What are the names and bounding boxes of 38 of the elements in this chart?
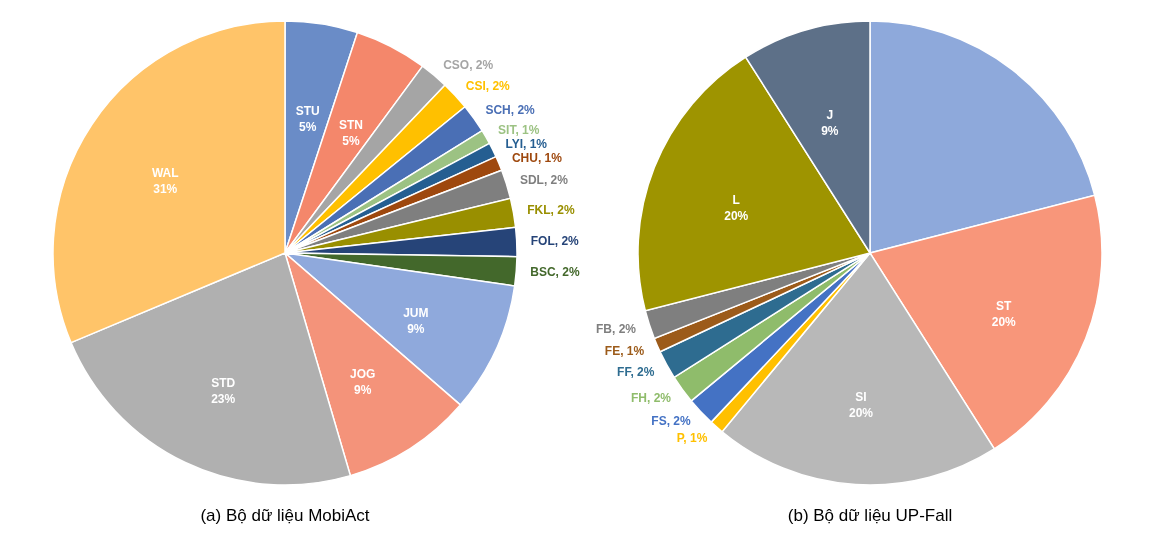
slice-label: FS, 2% [651,414,691,429]
slice-label: BSC, 2% [530,265,580,280]
data-label: 23% [211,391,236,406]
data-label: 9% [821,123,839,138]
slice-label: LYI, 1% [505,136,548,151]
data-label: 9% [407,321,425,336]
slice-label: SCH, 2% [485,103,536,118]
slice-label: STU [295,103,320,118]
data-label: 20% [724,209,749,224]
data-label: 9% [354,383,372,398]
slice-label: FH, 2% [630,390,672,405]
text: (b) Bộ dữ liệu UP-Fall [787,506,953,525]
slice-label: WAL [151,166,179,181]
slice-label: ST [996,298,1013,313]
slice-label: FF, 2% [617,364,655,379]
slice-label: JOG [350,367,376,382]
slice-label: JUM [403,305,429,320]
slice-label: SIT, 1% [498,123,540,137]
data-label: 5% [299,119,317,134]
data-label: 20% [848,405,874,420]
data-label: 5% [342,134,360,149]
slice-label: CSO, 2% [443,57,494,72]
slice-label: SDL, 2% [519,172,569,187]
slice-label: J [826,107,834,122]
slice-label: P, 1% [676,430,708,445]
slice-label: L [732,193,740,208]
slice-label: CHU, 1% [511,150,563,165]
slice-label: STD [211,375,236,390]
text: (a) Bộ dữ liệu MobiAct [200,506,370,525]
slice-label: FB, 2% [596,322,637,337]
slice-label: CSI, 2% [465,79,511,94]
data-label: 20% [991,314,1017,329]
slice-label: FKL, 2% [527,203,575,218]
slice-label: FE, 1% [604,343,645,358]
slice-label: SI [855,389,867,404]
slice-label: FOL, 2% [530,234,580,249]
data-label: 31% [153,182,178,197]
slice-label: STN [338,118,363,133]
